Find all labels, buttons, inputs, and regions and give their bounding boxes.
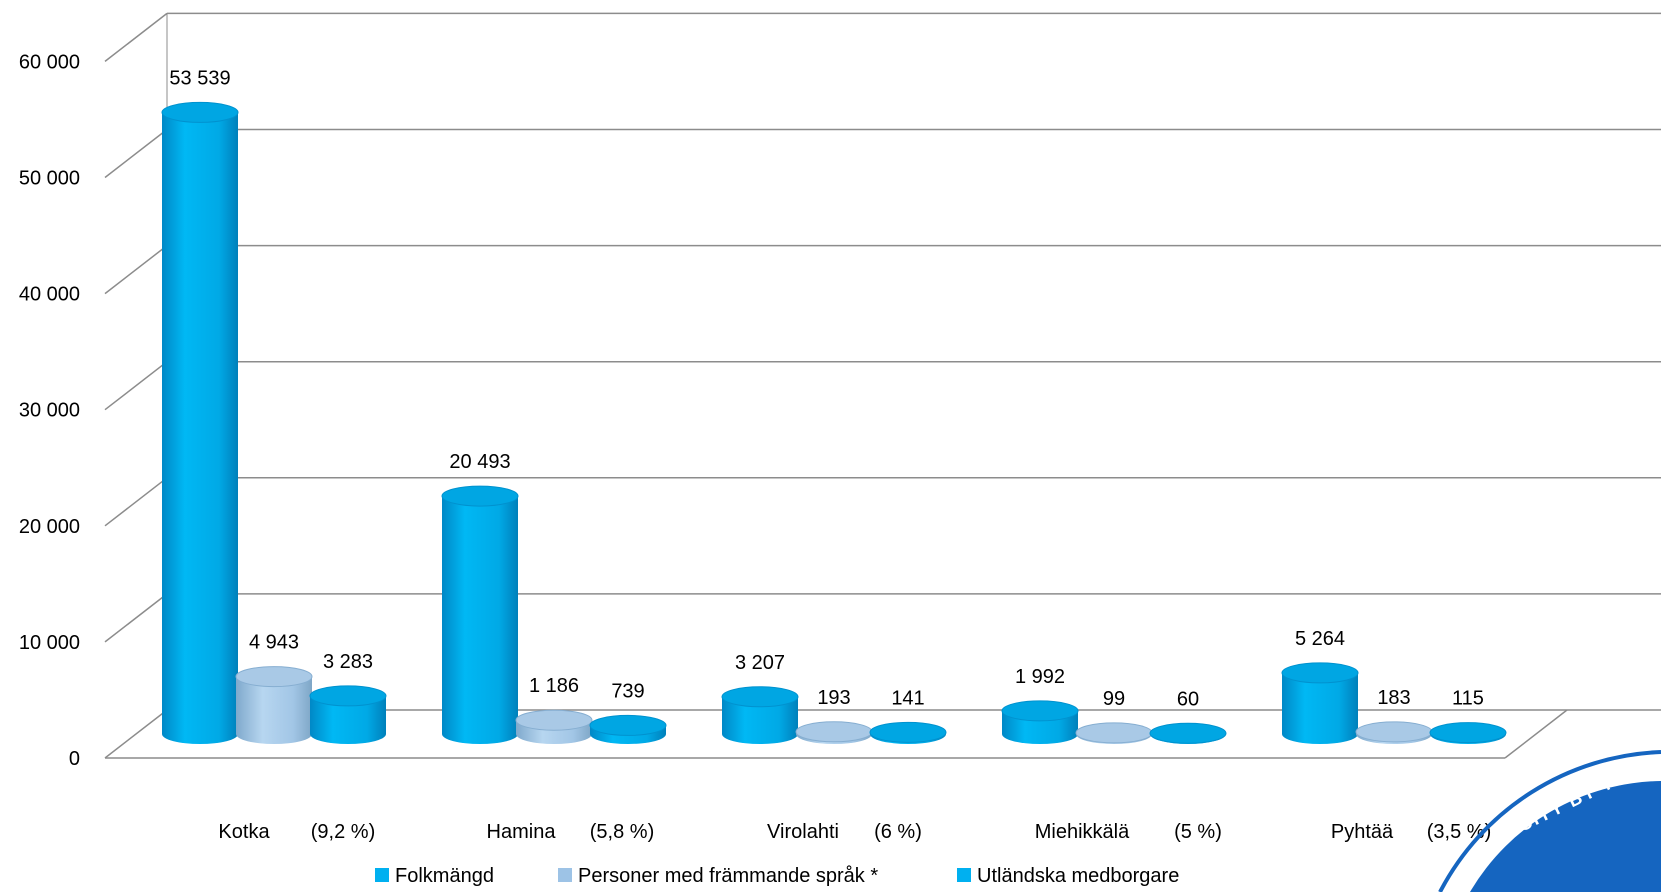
bar-top — [1429, 722, 1507, 744]
gridlines — [104, 12, 1661, 759]
data-label: 183 — [1377, 687, 1410, 709]
gridline-diagonal — [104, 709, 168, 759]
legend-swatch — [558, 868, 572, 882]
data-label: 4 943 — [249, 632, 299, 654]
legend-label: Folkmängd — [395, 865, 494, 887]
stamp-logo: CITY BY TH — [1438, 750, 1661, 892]
legend-label: Utländska medborgare — [977, 865, 1179, 887]
legend-item: Folkmängd — [375, 865, 494, 887]
bar-top — [795, 721, 873, 743]
legend: Folkmängd Personer med främmande språk * U… — [375, 865, 1179, 887]
bar-top — [1149, 722, 1227, 744]
gridline-diagonal — [104, 477, 168, 527]
data-label: 99 — [1103, 688, 1125, 710]
data-label: 53 539 — [169, 67, 230, 89]
y-tick-label: 40 000 — [19, 284, 80, 306]
bar-body — [236, 676, 312, 744]
bar-virolahti-series-0 — [721, 686, 799, 744]
y-tick-label: 20 000 — [19, 516, 80, 538]
bar-miehikkälä-series-0 — [1001, 700, 1079, 744]
bar-top — [1075, 722, 1153, 744]
bar-top — [589, 714, 667, 736]
bar-body — [162, 112, 238, 744]
y-tick-label: 30 000 — [19, 400, 80, 422]
bar-hamina-series-1 — [515, 709, 593, 744]
legend-swatch — [957, 868, 971, 882]
bar-top — [1001, 700, 1079, 722]
bar-top — [1355, 721, 1433, 743]
legend-item: Personer med främmande språk * — [558, 865, 878, 887]
y-tick-label: 10 000 — [19, 632, 80, 654]
data-label: 3 207 — [735, 652, 785, 674]
bar-top — [869, 721, 947, 743]
category-label: Miehikkälä — [1035, 821, 1130, 843]
bar-top — [721, 686, 799, 708]
bar-top — [1281, 662, 1359, 684]
gridline-diagonal — [104, 12, 168, 62]
y-tick-label: 60 000 — [19, 51, 80, 73]
category-label: Pyhtää — [1331, 821, 1394, 843]
bar-pyhtää-series-2 — [1429, 722, 1507, 744]
data-labels: 53 539 4 943 3 283 20 493 1 186 739 3 207 193 14… — [169, 67, 1484, 710]
category-note: (9,2 %) — [311, 821, 375, 843]
bar-body — [722, 696, 798, 744]
gridline-diagonal — [104, 593, 168, 643]
bar-top — [441, 485, 519, 507]
data-label: 141 — [891, 687, 924, 709]
bar-pyhtää-series-1 — [1355, 721, 1433, 744]
gridline-diagonal — [104, 128, 168, 179]
data-label: 115 — [1452, 688, 1484, 710]
gridline-diagonal — [104, 245, 168, 295]
data-label: 3 283 — [323, 651, 373, 673]
data-label: 739 — [611, 680, 644, 702]
category-labels: Kotka (9,2 %) Hamina (5,8 %) Virolahti (6 %) M… — [218, 821, 1491, 843]
bar-top — [309, 685, 387, 707]
bar-virolahti-series-1 — [795, 721, 873, 744]
legend-item: Utländska medborgare — [957, 865, 1179, 887]
bar-top — [515, 709, 593, 731]
bar-virolahti-series-2 — [869, 721, 947, 744]
bar-pyhtää-series-0 — [1281, 662, 1359, 744]
bar-body — [1282, 672, 1358, 744]
legend-swatch — [375, 868, 389, 882]
category-label: Hamina — [487, 821, 557, 843]
bar-body — [310, 695, 386, 744]
data-label: 1 992 — [1015, 666, 1065, 688]
bar-miehikkälä-series-2 — [1149, 722, 1227, 744]
data-label: 60 — [1177, 688, 1199, 710]
category-note: (5,8 %) — [590, 821, 654, 843]
axes: 0 10 000 20 000 30 000 40 000 50 000 60 000 — [19, 13, 1568, 770]
bar-miehikkälä-series-1 — [1075, 722, 1153, 744]
bar-kotka-series-1 — [235, 666, 313, 744]
gridline-diagonal — [104, 361, 168, 411]
data-label: 193 — [817, 687, 850, 709]
data-label: 20 493 — [449, 451, 510, 473]
bar-kotka-series-2 — [309, 685, 387, 744]
bar-hamina-series-2 — [589, 714, 667, 744]
floor-right-edge — [1504, 709, 1568, 759]
bar-top — [235, 666, 313, 688]
category-note: (6 %) — [874, 821, 922, 843]
y-tick-label: 50 000 — [19, 168, 80, 190]
category-label: Virolahti — [767, 821, 839, 843]
bar-body — [442, 496, 518, 744]
category-note: (5 %) — [1174, 821, 1222, 843]
y-tick-label: 0 — [69, 748, 80, 770]
data-label: 5 264 — [1295, 628, 1345, 650]
legend-label: Personer med främmande språk * — [578, 865, 878, 887]
bars — [161, 101, 1507, 744]
bar-hamina-series-0 — [441, 485, 519, 744]
bar-top — [161, 101, 239, 123]
bar-kotka-series-0 — [161, 101, 239, 744]
category-label: Kotka — [218, 821, 270, 843]
data-label: 1 186 — [529, 675, 579, 697]
